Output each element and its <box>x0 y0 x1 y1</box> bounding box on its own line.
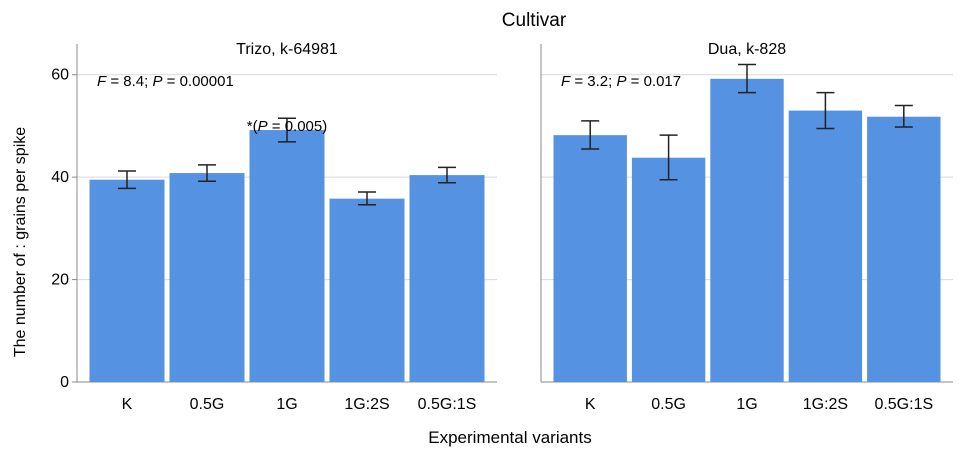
panel-title: Dua, k-828 <box>708 41 786 58</box>
bar <box>249 130 325 382</box>
x-tick-label: 1G <box>276 396 297 413</box>
x-tick-label: 0.5G:1S <box>874 396 933 413</box>
panel-title: Trizo, k-64981 <box>236 41 338 58</box>
stat-annotation: F = 8.4; P = 0.00001 <box>97 73 234 90</box>
bar <box>631 157 706 382</box>
x-tick-label: 0.5G:1S <box>418 396 477 413</box>
bar <box>553 135 627 382</box>
bar <box>169 173 245 382</box>
x-axis-label: Experimental variants <box>428 428 591 447</box>
bar <box>710 78 784 382</box>
y-axis-label: The number of : grains per spike <box>12 127 29 357</box>
x-tick-label: K <box>122 396 133 413</box>
significance-annotation: *(P = 0.005) <box>247 118 328 135</box>
stat-annotation: F = 3.2; P = 0.017 <box>561 73 681 90</box>
y-tick-label: 0 <box>60 374 69 391</box>
bar <box>867 116 941 382</box>
bar <box>89 179 165 382</box>
x-tick-label: 1G:2S <box>803 396 848 413</box>
x-tick-label: K <box>585 396 596 413</box>
bar <box>788 110 863 383</box>
x-tick-label: 1G <box>736 396 757 413</box>
figure-title: Cultivar <box>502 10 567 31</box>
x-tick-label: 1G:2S <box>344 396 389 413</box>
y-tick-label: 40 <box>51 169 69 186</box>
x-tick-label: 0.5G <box>190 396 225 413</box>
y-tick-label: 20 <box>51 272 69 289</box>
bar <box>409 175 485 382</box>
bar <box>329 198 405 382</box>
y-tick-label: 60 <box>51 67 69 84</box>
x-tick-label: 0.5G <box>651 396 686 413</box>
